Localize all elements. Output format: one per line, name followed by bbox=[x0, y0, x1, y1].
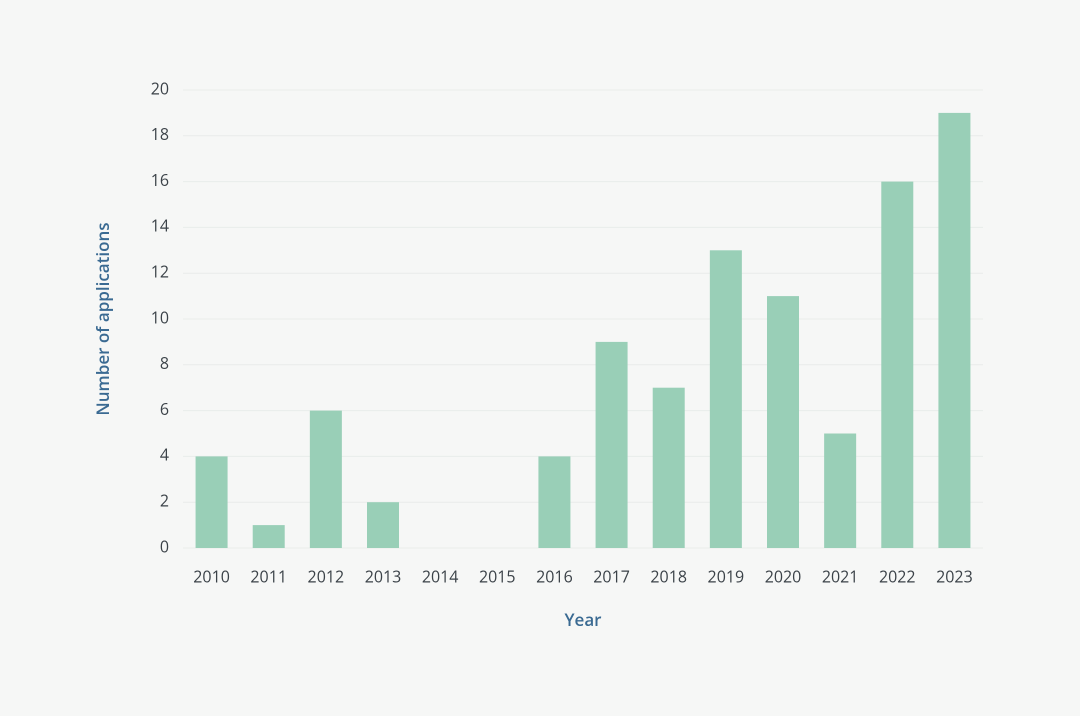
bar bbox=[196, 456, 228, 548]
bar bbox=[824, 434, 856, 549]
x-tick-label: 2016 bbox=[536, 565, 573, 587]
x-tick-label: 2014 bbox=[422, 565, 459, 587]
y-tick-label: 12 bbox=[151, 260, 169, 282]
y-tick-label: 10 bbox=[151, 306, 169, 328]
bar bbox=[710, 250, 742, 548]
bar bbox=[538, 456, 570, 548]
bar bbox=[653, 388, 685, 548]
chart-container: 0 2 4 6 8 10 12 14 16 18 20 2010 2011 2012 2013 2014 201… bbox=[0, 0, 1080, 716]
y-tick-label: 18 bbox=[151, 123, 169, 145]
x-tick-label: 2018 bbox=[650, 565, 687, 587]
bar bbox=[938, 113, 970, 548]
bar bbox=[310, 411, 342, 548]
x-tick-label: 2010 bbox=[193, 565, 230, 587]
x-tick-label: 2012 bbox=[308, 565, 345, 587]
bar bbox=[367, 502, 399, 548]
x-axis-title: Year bbox=[564, 608, 602, 631]
x-tick-label: 2013 bbox=[365, 565, 402, 587]
x-tick-label: 2017 bbox=[593, 565, 630, 587]
bar bbox=[253, 525, 285, 548]
x-tick-label: 2022 bbox=[879, 565, 916, 587]
y-tick-label: 14 bbox=[151, 215, 169, 237]
x-tick-label: 2011 bbox=[250, 565, 287, 587]
y-tick-label: 4 bbox=[160, 444, 169, 466]
x-tick-label: 2015 bbox=[479, 565, 516, 587]
x-tick-label: 2023 bbox=[936, 565, 973, 587]
bar-chart: 0 2 4 6 8 10 12 14 16 18 20 2010 2011 2012 2013 2014 201… bbox=[0, 0, 1080, 716]
y-tick-label: 6 bbox=[160, 398, 169, 420]
y-tick-label: 2 bbox=[160, 489, 169, 511]
y-axis-title: Number of applications bbox=[91, 222, 114, 415]
x-tick-label: 2020 bbox=[765, 565, 802, 587]
y-tick-label: 0 bbox=[160, 535, 169, 557]
x-tick-label: 2019 bbox=[708, 565, 745, 587]
y-tick-label: 8 bbox=[160, 352, 169, 374]
bar bbox=[767, 296, 799, 548]
bar bbox=[881, 182, 913, 548]
y-tick-label: 16 bbox=[151, 169, 169, 191]
bar bbox=[596, 342, 628, 548]
y-tick-label: 20 bbox=[151, 77, 169, 99]
x-tick-label: 2021 bbox=[822, 565, 859, 587]
